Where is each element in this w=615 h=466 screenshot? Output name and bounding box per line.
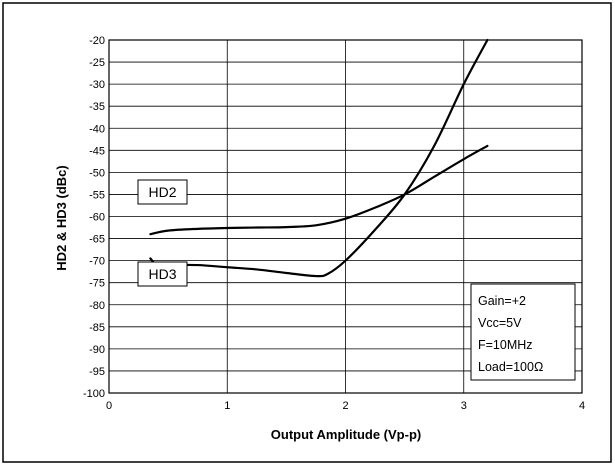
y-tick-label: -50	[89, 167, 105, 179]
hd3-label: HD3	[138, 262, 187, 286]
y-tick-label: -30	[89, 79, 105, 91]
x-tick-label: 1	[224, 400, 230, 412]
test-conditions-box: Gain=+2 Vcc=5V F=10MHz Load=100Ω	[471, 284, 575, 380]
condition-frequency: F=10MHz	[478, 338, 533, 352]
y-tick-label: -40	[89, 123, 105, 135]
y-tick-label: -90	[89, 344, 105, 356]
y-tick-label: -70	[89, 256, 105, 268]
x-axis-title: Output Amplitude (Vp-p)	[271, 427, 421, 442]
x-tick-label: 2	[342, 400, 348, 412]
y-tick-label: -75	[89, 278, 105, 290]
hd2-label-text: HD2	[148, 184, 176, 200]
y-tick-label: -95	[89, 366, 105, 378]
y-tick-label: -65	[89, 234, 105, 246]
y-tick-label: -45	[89, 145, 105, 157]
condition-gain: Gain=+2	[478, 294, 526, 308]
y-tick-label: -60	[89, 212, 105, 224]
y-tick-label: -20	[89, 35, 105, 47]
y-tick-label: -55	[89, 189, 105, 201]
y-tick-label: -100	[83, 388, 105, 400]
x-tick-label: 3	[461, 400, 467, 412]
condition-load: Load=100Ω	[478, 360, 543, 374]
hd3-label-text: HD3	[148, 266, 176, 282]
condition-vcc: Vcc=5V	[478, 316, 522, 330]
y-tick-label: -80	[89, 300, 105, 312]
x-tick-label: 4	[579, 400, 585, 412]
y-tick-label: -85	[89, 322, 105, 334]
y-axis-title: HD2 & HD3 (dBc)	[54, 165, 69, 270]
y-tick-label: -25	[89, 57, 105, 69]
x-tick-label: 0	[106, 400, 112, 412]
y-tick-label: -35	[89, 101, 105, 113]
hd2-label: HD2	[138, 180, 187, 204]
